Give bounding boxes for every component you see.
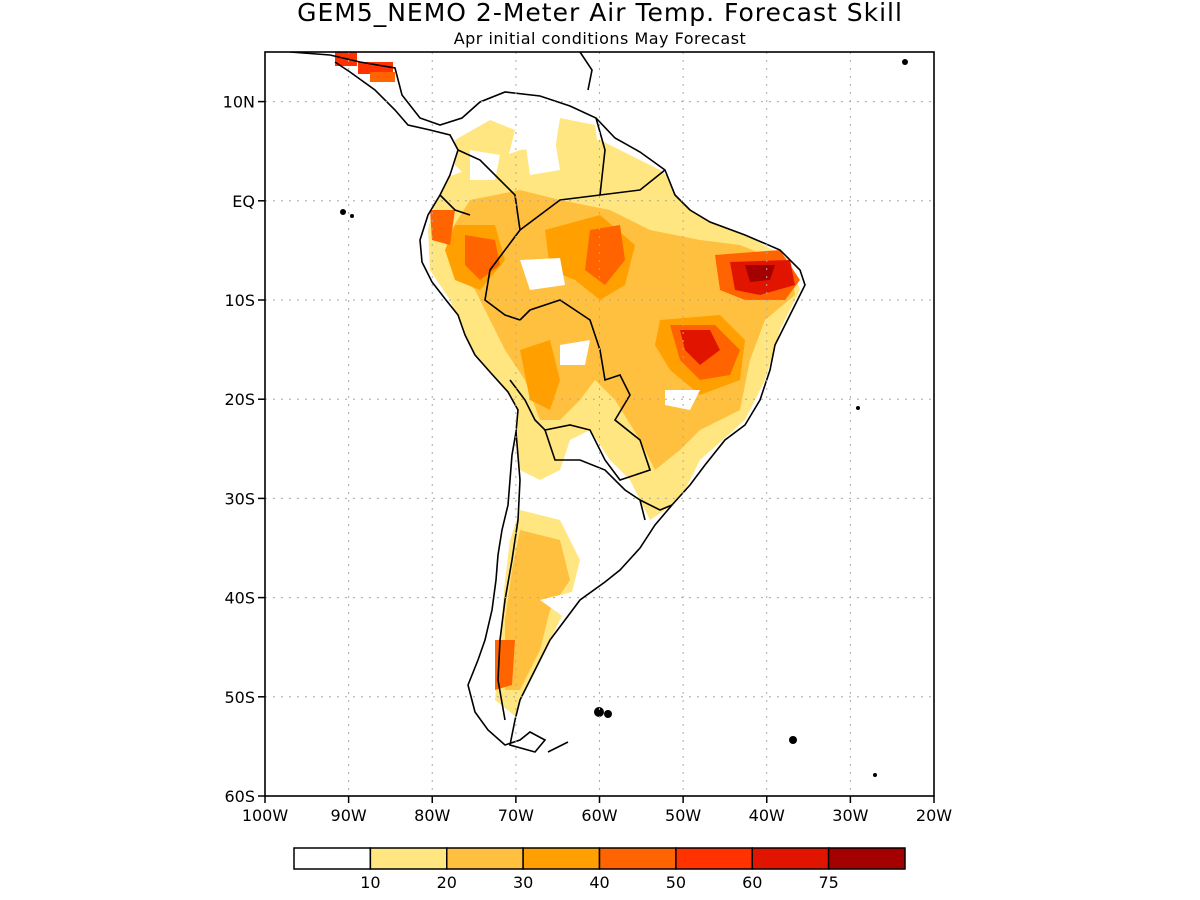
lon-axis: 100W 90W 80W 70W 60W 50W 40W 30W 20W bbox=[242, 796, 952, 825]
lat-tick-label: 30S bbox=[224, 489, 255, 508]
legend-swatch bbox=[369, 847, 448, 870]
lon-tick-label: 30W bbox=[832, 806, 868, 825]
legend-label: 30 bbox=[513, 873, 533, 892]
lat-tick-label: 10N bbox=[223, 93, 255, 112]
lat-tick-label: 60S bbox=[224, 787, 255, 806]
legend-label: 40 bbox=[589, 873, 609, 892]
lon-tick-label: 50W bbox=[665, 806, 701, 825]
legend-label: 10 bbox=[360, 873, 380, 892]
lon-tick-label: 70W bbox=[498, 806, 534, 825]
islands bbox=[340, 59, 908, 777]
legend-swatch bbox=[522, 847, 601, 870]
lat-tick-label: 40S bbox=[224, 589, 255, 608]
legend-label: 50 bbox=[666, 873, 686, 892]
lon-tick-label: 90W bbox=[331, 806, 367, 825]
coastline bbox=[289, 52, 806, 753]
lon-tick-label: 100W bbox=[242, 806, 289, 825]
legend-label: 60 bbox=[742, 873, 762, 892]
lat-tick-label: 50S bbox=[224, 688, 255, 707]
lon-tick-label: 80W bbox=[414, 806, 450, 825]
legend-swatch bbox=[751, 847, 830, 870]
lat-tick-label: 10S bbox=[224, 291, 255, 310]
legend-swatch bbox=[598, 847, 677, 870]
lon-tick-label: 60W bbox=[581, 806, 617, 825]
legend-label: 75 bbox=[818, 873, 838, 892]
legend-swatch bbox=[293, 847, 372, 870]
lon-tick-label: 40W bbox=[749, 806, 785, 825]
legend-swatch bbox=[446, 847, 524, 870]
color-legend: 10 20 30 40 50 60 75 bbox=[293, 847, 906, 892]
skill-shading bbox=[335, 52, 800, 720]
map-subtitle: Apr initial conditions May Forecast bbox=[453, 29, 747, 48]
lat-tick-label: 20S bbox=[224, 390, 255, 409]
legend-swatch bbox=[827, 847, 906, 870]
legend-label: 20 bbox=[437, 873, 457, 892]
map-title: GEM5_NEMO 2-Meter Air Temp. Forecast Ski… bbox=[297, 0, 903, 27]
lat-axis: 10N EQ 10S 20S 30S 40S 50S 60S bbox=[223, 93, 265, 806]
lat-tick-label: EQ bbox=[232, 192, 255, 211]
lon-tick-label: 20W bbox=[916, 806, 952, 825]
legend-swatch bbox=[675, 847, 753, 870]
